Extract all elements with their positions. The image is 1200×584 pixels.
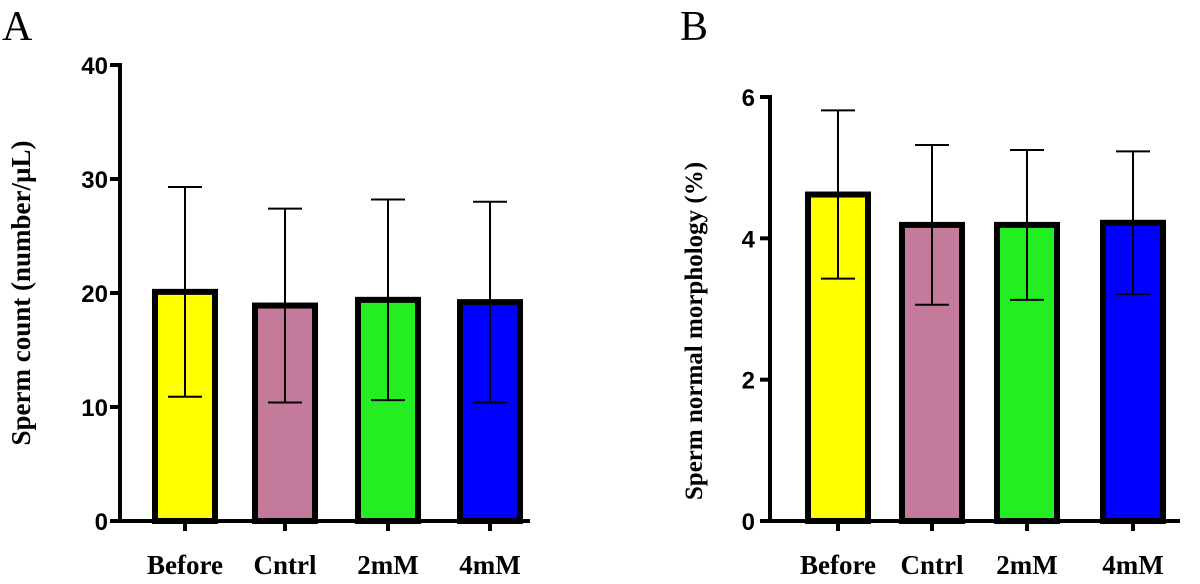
error-bar-cntrl — [915, 144, 949, 306]
error-bar-before — [168, 185, 202, 398]
x-tick-label-2mm: 2mM — [357, 550, 418, 580]
y-axis-title: Sperm count (number/µL) — [6, 140, 36, 445]
panel-letter: B — [680, 4, 708, 50]
x-tick-label-before: Before — [147, 550, 223, 580]
y-tick-label: 0 — [95, 509, 108, 536]
y-axis-title: Sperm normal morphology (%) — [681, 162, 708, 500]
error-bar-4mm — [473, 200, 507, 404]
error-bar-before — [821, 109, 855, 280]
bar-2mm — [994, 221, 1060, 524]
panel-b-chart: B 0 2 4 6 Before Cntrl 2mM 4mM Sperm normal morph… — [680, 4, 1180, 580]
y-tick-label: 2 — [742, 368, 755, 395]
error-bar-2mm — [371, 198, 405, 402]
y-tick-label: 20 — [81, 281, 108, 308]
x-tick-label-4mm: 4mM — [459, 550, 520, 580]
error-bar-2mm — [1010, 149, 1044, 301]
x-tick-label-2mm: 2mM — [996, 550, 1057, 580]
panel-a-chart: A 0 10 20 30 40 Before Cntrl 2mM 4mM Sperm count (… — [2, 4, 530, 580]
x-tick-label-cntrl: Cntrl — [901, 550, 964, 580]
y-tick-label: 4 — [742, 226, 756, 253]
error-bar-cntrl — [268, 207, 302, 404]
x-tick-label-4mm: 4mM — [1102, 550, 1163, 580]
x-tick-label-before: Before — [800, 550, 876, 580]
y-tick-label: 6 — [742, 85, 755, 112]
y-tick-label: 0 — [742, 509, 755, 536]
error-bar-4mm — [1116, 150, 1150, 296]
x-tick-label-cntrl: Cntrl — [254, 550, 317, 580]
y-tick-label: 10 — [81, 395, 108, 422]
y-tick-label: 40 — [81, 53, 108, 80]
bar-4mm — [457, 299, 523, 524]
y-tick-label: 30 — [81, 167, 108, 194]
panel-letter: A — [2, 4, 33, 50]
